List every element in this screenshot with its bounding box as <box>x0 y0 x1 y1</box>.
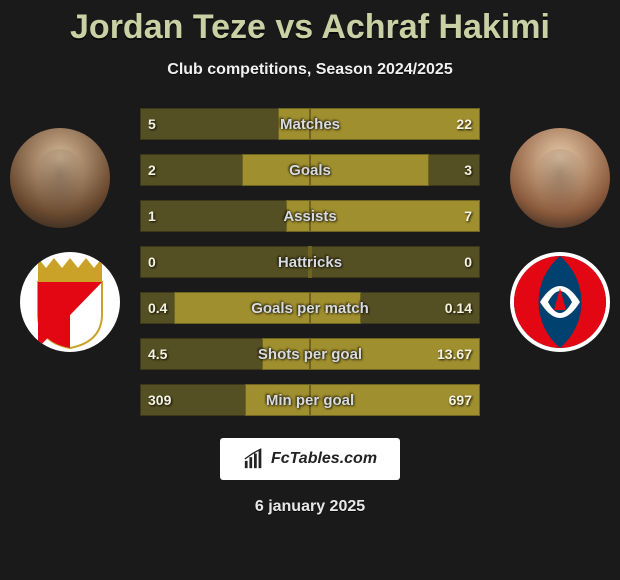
stat-row: Hattricks00 <box>140 246 480 278</box>
bar-bg-left <box>140 246 310 278</box>
stat-row: Goals per match0.40.14 <box>140 292 480 324</box>
bar-bg-right <box>310 246 480 278</box>
bar-right <box>310 154 429 186</box>
bar-left <box>286 200 310 232</box>
chart-icon <box>243 448 265 470</box>
bar-left <box>278 108 310 140</box>
bar-right <box>310 108 480 140</box>
stat-row: Goals23 <box>140 154 480 186</box>
bar-left <box>174 292 310 324</box>
bar-bg-left <box>140 200 310 232</box>
date-text: 6 january 2025 <box>0 498 620 516</box>
bar-right <box>310 292 361 324</box>
stat-row: Assists17 <box>140 200 480 232</box>
page-title: Jordan Teze vs Achraf Hakimi <box>0 0 620 47</box>
bar-left <box>245 384 310 416</box>
brand-badge: FcTables.com <box>220 438 400 480</box>
bar-left <box>262 338 310 370</box>
bar-right <box>310 246 312 278</box>
bar-left <box>242 154 310 186</box>
bar-right <box>310 200 480 232</box>
bar-right <box>310 384 480 416</box>
stat-row: Min per goal309697 <box>140 384 480 416</box>
page-subtitle: Club competitions, Season 2024/2025 <box>0 47 620 79</box>
brand-text: FcTables.com <box>271 450 377 468</box>
bar-right <box>310 338 480 370</box>
stat-row: Matches522 <box>140 108 480 140</box>
stat-row: Shots per goal4.513.67 <box>140 338 480 370</box>
comparison-chart: Matches522 Goals23 Assists17 Hattricks00 Goa… <box>0 108 620 430</box>
